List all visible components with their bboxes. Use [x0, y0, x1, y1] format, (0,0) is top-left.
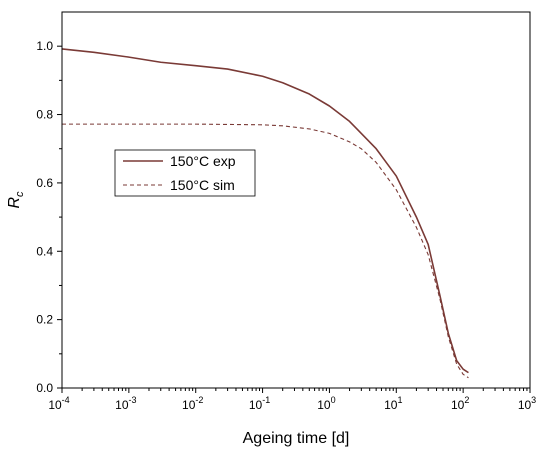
legend-box [114, 149, 256, 197]
y-tick-label: 1.0 [36, 39, 53, 53]
series-line-exp [61, 48, 469, 374]
plot-lines [61, 48, 469, 379]
axis-tick-labels: 10-4 10-3 10-2 10-1 100 101 102 103 0.0 0.2 0.4 0.6… [36, 39, 536, 412]
legend-label-sim: 150°C sim [170, 177, 235, 193]
plot-frame [61, 11, 531, 389]
y-axis-title-subscript: c [14, 191, 26, 197]
y-tick-label: 0.2 [36, 313, 53, 327]
x-tick-label: 101 [384, 395, 402, 412]
y-tick-label: 0.8 [36, 108, 53, 122]
y-tick-label: 0.6 [36, 176, 53, 190]
x-tick-label: 10-2 [182, 395, 203, 412]
y-tick-label: 0.0 [36, 381, 53, 395]
x-tick-label: 10-1 [249, 395, 270, 412]
x-tick-label: 10-3 [115, 395, 136, 412]
y-axis-title-main: R [6, 197, 23, 209]
x-tick-label: 10-4 [48, 395, 69, 412]
legend: 150°C exp 150°C sim [114, 149, 256, 197]
x-tick-label: 102 [451, 395, 469, 412]
axis-ticks [57, 45, 531, 393]
series-line-sim [62, 123, 469, 379]
legend-label-exp: 150°C exp [170, 153, 236, 169]
y-axis-title: Rc [6, 191, 26, 209]
x-axis-title: Ageing time [d] [243, 430, 350, 447]
x-tick-label: 103 [518, 395, 536, 412]
x-tick-label: 100 [317, 395, 335, 412]
y-tick-label: 0.4 [36, 244, 53, 258]
